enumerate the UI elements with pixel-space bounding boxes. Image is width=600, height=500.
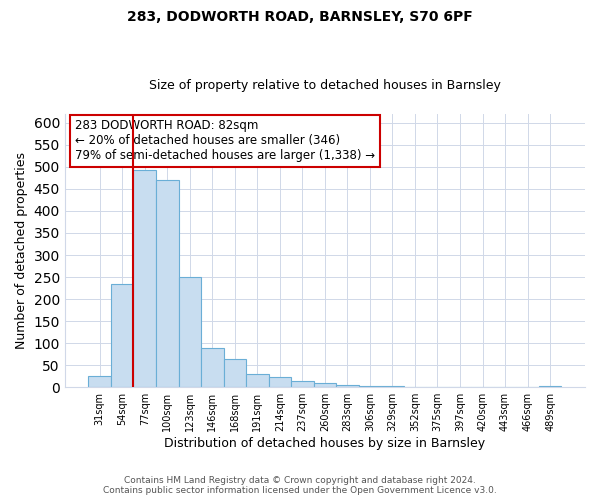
Text: 283 DODWORTH ROAD: 82sqm
← 20% of detached houses are smaller (346)
79% of semi-: 283 DODWORTH ROAD: 82sqm ← 20% of detach… [75, 120, 376, 162]
Bar [179, 277, 201, 387]
Bar [359, 386, 381, 387]
Text: Contains HM Land Registry data © Crown copyright and database right 2024.
Contai: Contains HM Land Registry data © Crown c… [103, 476, 497, 495]
Bar [224, 360, 246, 387]
Bar [269, 377, 291, 387]
Bar [539, 386, 562, 387]
Bar [201, 348, 224, 387]
Bar [246, 374, 269, 387]
Bar [336, 385, 359, 387]
Bar [314, 383, 336, 387]
Y-axis label: Number of detached properties: Number of detached properties [15, 152, 28, 349]
Bar [133, 170, 156, 387]
Bar [381, 386, 404, 387]
Text: 283, DODWORTH ROAD, BARNSLEY, S70 6PF: 283, DODWORTH ROAD, BARNSLEY, S70 6PF [127, 10, 473, 24]
Bar [111, 284, 133, 387]
Bar [156, 180, 179, 387]
Title: Size of property relative to detached houses in Barnsley: Size of property relative to detached ho… [149, 79, 501, 92]
X-axis label: Distribution of detached houses by size in Barnsley: Distribution of detached houses by size … [164, 437, 485, 450]
Bar [291, 381, 314, 387]
Bar [88, 376, 111, 387]
